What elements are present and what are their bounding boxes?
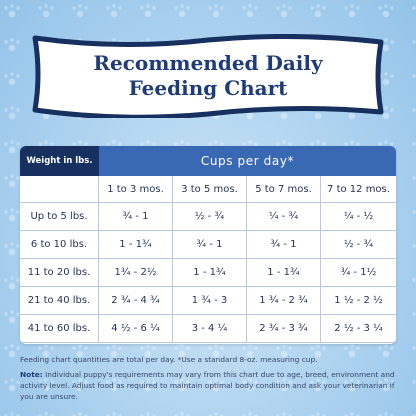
- value-cell: ½ - ¾: [173, 203, 247, 231]
- table-body: 1 to 3 mos. 3 to 5 mos. 5 to 7 mos. 7 to…: [20, 176, 396, 344]
- table-row: Up to 5 lbs. ¾ - 1 ½ - ¾ ¼ - ¾ ¼ - ½: [20, 203, 396, 231]
- note-label: Note:: [20, 370, 43, 379]
- value-cell: 3 - 4 ¼: [173, 315, 247, 343]
- weight-cell: 11 to 20 lbs.: [20, 259, 99, 287]
- value-cell: 2 ½ - 3 ¼: [321, 315, 396, 343]
- title-banner: Recommended Daily Feeding Chart: [31, 34, 385, 118]
- banner-title-line2: Feeding Chart: [128, 76, 288, 100]
- value-cell: ¼ - ½: [321, 203, 396, 231]
- feeding-chart-table: Weight in lbs. Cups per day* 1 to 3 mos.…: [20, 146, 396, 344]
- weight-cell: 41 to 60 lbs.: [20, 315, 99, 343]
- weight-cell: 21 to 40 lbs.: [20, 287, 99, 315]
- value-cell: 4 ½ - 6 ¼: [99, 315, 173, 343]
- value-cell: 2 ¾ - 4 ¾: [99, 287, 173, 315]
- value-cell: 1 ¾ - 3: [173, 287, 247, 315]
- table-header-row: Weight in lbs. Cups per day*: [20, 146, 396, 176]
- value-cell: 1 ½ - 2 ½: [321, 287, 396, 315]
- value-cell: 2 ¾ - 3 ¾: [247, 315, 321, 343]
- value-cell: 1 - 1¾: [247, 259, 321, 287]
- cups-per-day-header: Cups per day*: [99, 146, 396, 176]
- value-cell: ¾ - 1½: [321, 259, 396, 287]
- footnotes: Feeding chart quantities are total per d…: [20, 354, 398, 406]
- note-text: Individual puppy's requirements may vary…: [20, 370, 395, 401]
- age-header-empty: [20, 176, 99, 203]
- footnote-note: Note: Individual puppy's requirements ma…: [20, 369, 398, 402]
- table-row: 6 to 10 lbs. 1 - 1¾ ¾ - 1 ¾ - 1 ½ - ¾: [20, 231, 396, 259]
- value-cell: ¼ - ¾: [247, 203, 321, 231]
- value-cell: ¾ - 1: [247, 231, 321, 259]
- age-header-cell: 5 to 7 mos.: [247, 176, 321, 203]
- value-cell: ¾ - 1: [99, 203, 173, 231]
- age-header-cell: 1 to 3 mos.: [99, 176, 173, 203]
- banner-ribbon-shape: [32, 34, 384, 118]
- banner-title-line1: Recommended Daily: [93, 51, 323, 75]
- table-row: 11 to 20 lbs. 1¾ - 2½ 1 - 1¾ 1 - 1¾ ¾ - …: [20, 259, 396, 287]
- age-header-cell: 7 to 12 mos.: [321, 176, 396, 203]
- age-header-row: 1 to 3 mos. 3 to 5 mos. 5 to 7 mos. 7 to…: [20, 176, 396, 203]
- footnote-quantities: Feeding chart quantities are total per d…: [20, 355, 318, 364]
- value-cell: ¾ - 1: [173, 231, 247, 259]
- value-cell: ½ - ¾: [321, 231, 396, 259]
- weight-cell: Up to 5 lbs.: [20, 203, 99, 231]
- value-cell: 1¾ - 2½: [99, 259, 173, 287]
- table-row: 21 to 40 lbs. 2 ¾ - 4 ¾ 1 ¾ - 3 1 ¾ - 2 …: [20, 287, 396, 315]
- banner-title: Recommended Daily Feeding Chart: [31, 51, 385, 101]
- weight-cell: 6 to 10 lbs.: [20, 231, 99, 259]
- value-cell: 1 ¾ - 2 ¾: [247, 287, 321, 315]
- weight-header: Weight in lbs.: [20, 146, 99, 176]
- value-cell: 1 - 1¾: [99, 231, 173, 259]
- value-cell: 1 - 1¾: [173, 259, 247, 287]
- table-row: 41 to 60 lbs. 4 ½ - 6 ¼ 3 - 4 ¼ 2 ¾ - 3 …: [20, 315, 396, 343]
- age-header-cell: 3 to 5 mos.: [173, 176, 247, 203]
